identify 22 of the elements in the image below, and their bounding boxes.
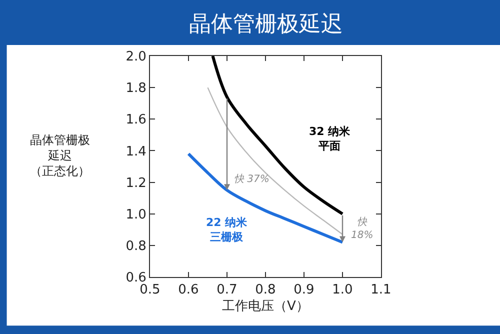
annotation: 快 18%: [351, 216, 374, 241]
y-tick-label: 1.4: [126, 144, 146, 160]
x-tick-label: 1.0: [332, 282, 353, 298]
line-series: [187, 152, 344, 244]
chart-title: 晶体管栅极延迟: [189, 12, 343, 37]
x-tick-label: 0.9: [294, 282, 314, 298]
x-axis-title: 工作电压（V）: [222, 299, 309, 314]
annotation: 快 37%: [234, 173, 270, 185]
y-tick-label: 1.8: [126, 81, 146, 96]
x-tick-label: 0.5: [140, 282, 160, 298]
x-tick-label: 0.8: [255, 282, 276, 298]
x-tick-label: 1.1: [370, 282, 392, 298]
y-axis-title: 晶体管栅极延迟（正态化）: [30, 133, 90, 178]
y-tick-label: 2.0: [126, 50, 146, 65]
y-tick-label: 0.8: [126, 238, 146, 254]
y-tick-label: 1.2: [126, 176, 146, 191]
y-tick-label: 1.0: [126, 207, 146, 222]
x-tick-label: 0.7: [216, 282, 238, 298]
y-tick-label: 1.6: [126, 112, 146, 128]
annotation: 22 纳米三栅极: [206, 216, 248, 244]
annotation: 32 纳米平面: [309, 125, 352, 152]
x-tick-label: 0.6: [178, 282, 199, 298]
